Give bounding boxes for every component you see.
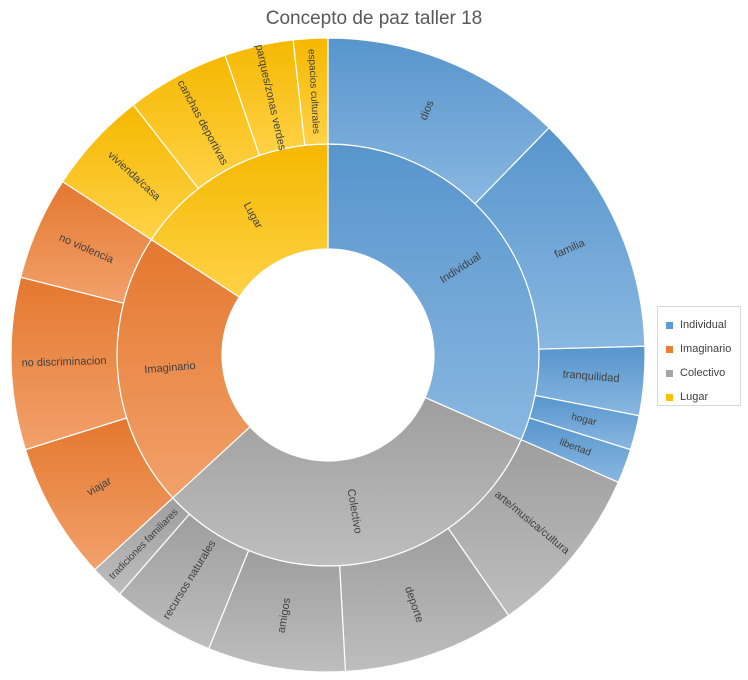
legend-item-imaginario[interactable]: Imaginario (666, 337, 740, 361)
legend-swatch (666, 321, 673, 329)
chart-title: Concepto de paz taller 18 (265, 8, 483, 29)
label-no-discriminacion: no discriminacion (21, 355, 106, 369)
legend-label: Individual (680, 319, 727, 331)
legend-label: Colectivo (680, 367, 726, 379)
label-tranquilidad: tranquilidad (562, 368, 620, 385)
legend-swatch (666, 345, 673, 353)
legend-label: Imaginario (680, 343, 732, 355)
legend-item-individual[interactable]: Individual (666, 313, 740, 337)
label-espacios-culturales: espacios culturales (305, 49, 321, 135)
legend-swatch (666, 369, 673, 377)
legend-item-lugar[interactable]: Lugar (666, 385, 740, 409)
label-amigos: amigos (276, 596, 294, 633)
segment-espacios-culturales[interactable] (292, 37, 329, 146)
legend: Individual Imaginario Colectivo Lugar (657, 306, 741, 406)
legend-label: Lugar (680, 391, 709, 403)
label-imaginario: Imaginario (144, 360, 196, 376)
legend-item-colectivo[interactable]: Colectivo (666, 361, 740, 385)
legend-swatch (666, 393, 673, 401)
